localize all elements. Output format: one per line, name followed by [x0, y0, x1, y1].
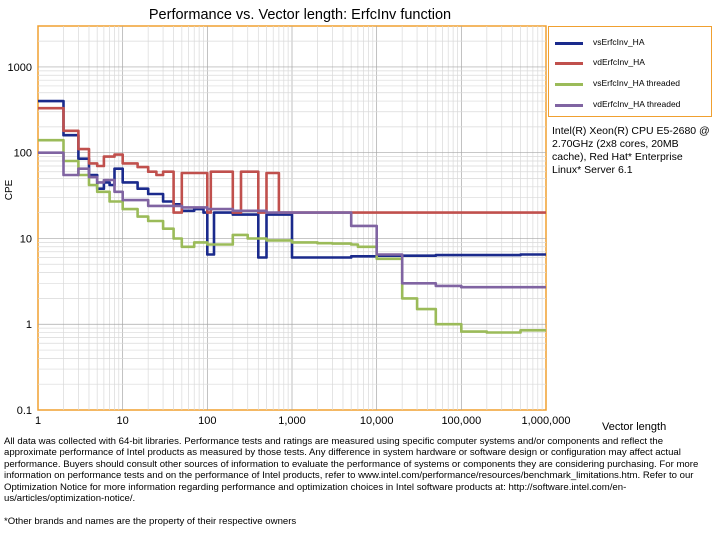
legend-label: vdErfcInv_HA threaded [593, 99, 681, 109]
series-line [38, 151, 546, 289]
chart-canvas: Performance vs. Vector length: ErfcInv f… [4, 7, 666, 433]
x-tick-label: 1,000 [278, 415, 306, 427]
x-tick-label: 10 [117, 415, 129, 427]
y-tick-label: 1000 [8, 62, 32, 74]
x-tick-label: 100 [198, 415, 216, 427]
y-tick-label: 100 [14, 148, 32, 160]
system-info-annotation: Intel(R) Xeon(R) CPU E5-2680 @ 2.70GHz (… [552, 125, 710, 176]
legend-swatch [555, 83, 583, 86]
x-axis-label: Vector length [602, 421, 666, 433]
tick-labels: 1 10 100 1,000 10,000 100,000 1,000,0000.11101… [8, 62, 571, 427]
legend-swatch [555, 42, 583, 45]
footer: All data was collected with 64-bit libra… [4, 436, 708, 528]
x-tick-label: 1 [35, 415, 41, 427]
y-tick-label: 0.1 [17, 405, 32, 417]
series-line [38, 106, 546, 214]
series-group [38, 99, 546, 334]
x-tick-label: 100,000 [441, 415, 481, 427]
series-line [38, 99, 546, 259]
series-line [38, 138, 546, 334]
legend-label: vsErfcInv_HA [593, 37, 645, 47]
trademark-note: *Other brands and names are the property… [4, 516, 297, 528]
legend-label: vdErfcInv_HA [593, 57, 645, 67]
y-tick-label: 10 [20, 233, 32, 245]
legend-swatch [555, 62, 583, 65]
legend-label: vsErfcInv_HA threaded [593, 78, 680, 88]
legend-swatch [555, 104, 583, 107]
legend: vsErfcInv_HA vdErfcInv_HA vsErfcInv_HA t… [548, 26, 712, 117]
chart-title: Performance vs. Vector length: ErfcInv f… [149, 7, 451, 23]
x-tick-label: 1,000,000 [522, 415, 571, 427]
y-tick-label: 1 [26, 319, 32, 331]
y-axis-label: CPE [4, 179, 15, 200]
disclaimer-text: All data was collected with 64-bit libra… [4, 436, 699, 505]
x-tick-label: 10,000 [360, 415, 394, 427]
